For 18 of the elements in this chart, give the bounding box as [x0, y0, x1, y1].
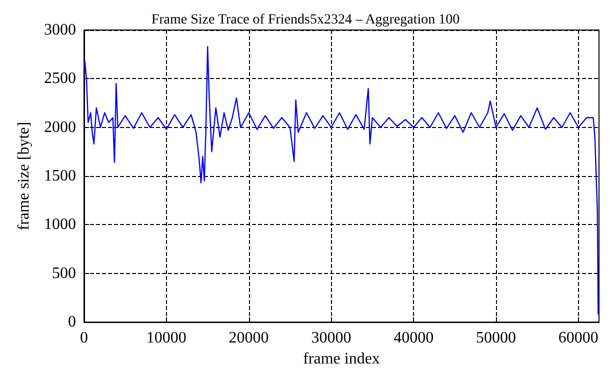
- line-series: [83, 46, 599, 315]
- y-tick-label: 1000: [44, 216, 76, 234]
- x-tick-label: 50000: [476, 330, 516, 347]
- y-tick-label: 500: [52, 264, 76, 282]
- x-tick-label: 20000: [228, 330, 269, 347]
- y-tick-label: 3000: [44, 22, 76, 38]
- x-tick-label: 60000: [558, 330, 598, 347]
- y-tick-label: 0: [68, 314, 76, 331]
- x-tick-label: 30000: [311, 330, 352, 347]
- y-tick-label: 1500: [44, 168, 76, 185]
- x-axis-title: frame index: [303, 350, 380, 368]
- chart-title: Frame Size Trace of Friends5x2324 – Aggregation 100: [151, 12, 460, 28]
- x-tick-label: 40000: [394, 330, 434, 347]
- x-tick-label: 0: [80, 330, 88, 347]
- y-tick-label: 2000: [44, 118, 76, 136]
- y-tick-label: 2500: [44, 70, 76, 88]
- y-axis-title: frame size [byte]: [16, 122, 32, 230]
- x-tick-label: 10000: [146, 330, 186, 347]
